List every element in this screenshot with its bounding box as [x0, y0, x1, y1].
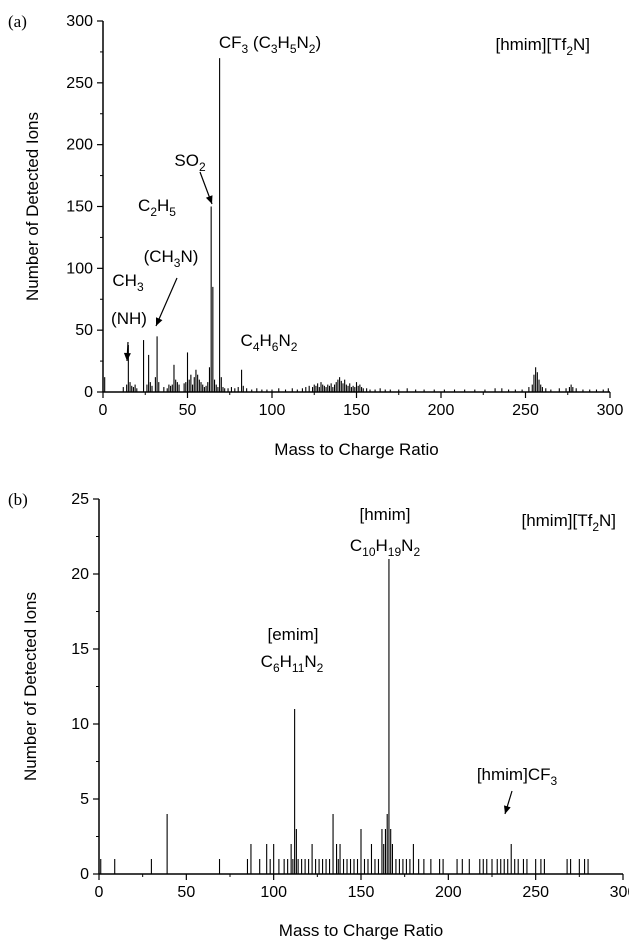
y-axis-title: Number of Detected Ions: [21, 592, 40, 781]
y-tick-label: 300: [66, 13, 93, 30]
peak-annotation: C10H19N2: [350, 536, 421, 559]
peak-annotation: CF3 (C3H5N2): [219, 33, 321, 56]
arrow-head: [123, 352, 131, 361]
x-tick-label: 300: [597, 402, 624, 419]
x-tick-label: 0: [99, 402, 108, 419]
x-tick-label: 150: [348, 884, 375, 901]
x-tick-label: 150: [343, 402, 370, 419]
peak-annotation: [hmim]: [360, 505, 411, 524]
sample-label: [hmim][Tf2N]: [495, 35, 590, 58]
peak-annotation: C6H11N2: [261, 652, 324, 675]
y-axis-title: Number of Detected Ions: [23, 112, 42, 301]
y-tick-label: 250: [66, 75, 93, 92]
y-tick-label: 0: [84, 384, 93, 401]
chart-panel-a: (a) 0 50 100 150 200 250 300 0 50 100 150 200 250 300 M…: [8, 12, 623, 459]
peak-annotation: C4H6N2: [241, 331, 298, 354]
x-tick-label: 200: [435, 884, 462, 901]
peak-annotation: SO2: [174, 151, 206, 174]
x-tick-label: 100: [259, 402, 286, 419]
y-tick-label: 25: [71, 491, 89, 508]
arrow-head: [503, 805, 511, 814]
y-tick-label: 10: [71, 716, 89, 733]
panel-label: (b): [8, 490, 28, 509]
x-tick-label: 50: [177, 884, 195, 901]
y-tick-label: 100: [66, 260, 93, 277]
x-tick-label: 250: [522, 884, 549, 901]
x-tick-label: 250: [512, 402, 539, 419]
x-tick-label: 100: [260, 884, 287, 901]
y-tick-label: 0: [80, 866, 89, 883]
y-tick-label: 200: [66, 137, 93, 154]
sample-label: [hmim][Tf2N]: [521, 511, 616, 534]
y-tick-label: 15: [71, 641, 89, 658]
x-tick-label: 300: [610, 884, 629, 901]
x-axis-title: Mass to Charge Ratio: [279, 921, 443, 940]
y-tick-label: 5: [80, 791, 89, 808]
annotation-arrow: [155, 277, 178, 327]
peak-annotation: CH3: [112, 271, 144, 294]
x-tick-label: 50: [179, 402, 197, 419]
chart-panel-b: (b)0510152025050100150200250300Mass to C…: [8, 490, 629, 940]
peak-annotation: [emim]: [268, 625, 319, 644]
y-tick-label: 150: [66, 199, 93, 216]
y-tick-label: 50: [75, 322, 93, 339]
peak-annotation: (CH3N): [144, 247, 199, 270]
arrow-head: [156, 317, 163, 326]
peak-annotation: C2H5: [138, 196, 176, 219]
y-tick-label: 20: [71, 566, 89, 583]
arrow-head: [205, 195, 213, 204]
panel-label: (a): [8, 12, 27, 31]
x-tick-label: 200: [428, 402, 455, 419]
peak-annotation: [hmim]CF3: [477, 765, 558, 788]
x-tick-label: 0: [95, 884, 104, 901]
x-axis-title: Mass to Charge Ratio: [274, 440, 438, 459]
peak-annotation: (NH): [111, 309, 147, 328]
